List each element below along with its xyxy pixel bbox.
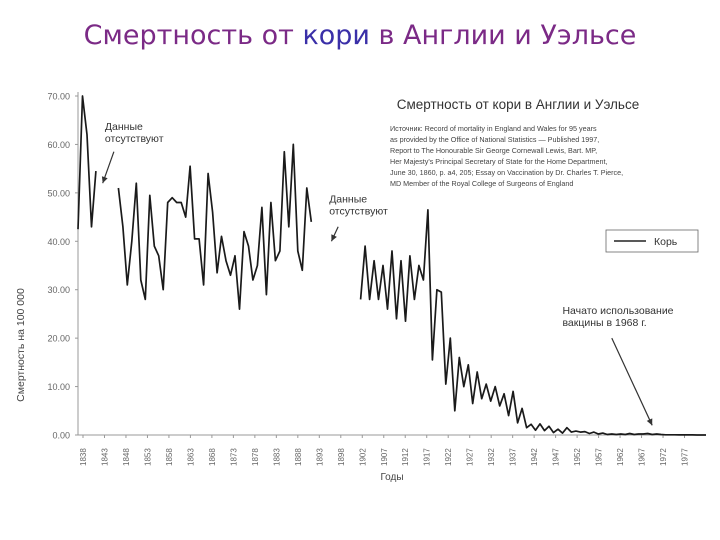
y-tick-label: 70.00 bbox=[47, 92, 70, 102]
measles-mortality-chart: 0.00 10.00 20.00 30.00 40.00 50.00 60.00 70.00 1… bbox=[15, 92, 706, 483]
x-tick-label: 1838 bbox=[79, 448, 88, 466]
x-tick-label: 1907 bbox=[380, 448, 389, 466]
annotation-arrow bbox=[611, 337, 653, 426]
y-tick-label: 50.00 bbox=[47, 188, 70, 198]
x-tick-label: 1868 bbox=[208, 448, 217, 466]
x-tick-label: 1952 bbox=[573, 448, 582, 466]
x-tick-label: 1927 bbox=[466, 448, 475, 466]
x-tick-label: 1922 bbox=[444, 448, 453, 466]
x-tick-label: 1917 bbox=[423, 448, 432, 466]
annotation-label: Начато использование bbox=[562, 305, 673, 317]
annotation-label: Данные bbox=[105, 121, 143, 133]
y-tick-label: 20.00 bbox=[47, 334, 70, 344]
legend-label: Корь bbox=[654, 236, 678, 248]
annotation-arrowhead bbox=[646, 418, 653, 426]
x-tick-label: 1848 bbox=[122, 448, 131, 466]
x-tick-label: 1937 bbox=[509, 448, 518, 466]
x-tick-label: 1967 bbox=[638, 448, 647, 466]
y-tick-label: 30.00 bbox=[47, 285, 70, 295]
source-note-line: Report to The Honourable Sir George Corn… bbox=[390, 146, 597, 155]
x-tick-label: 1873 bbox=[229, 448, 238, 466]
x-tick-label: 1902 bbox=[358, 448, 367, 466]
x-tick-label: 1912 bbox=[401, 448, 410, 466]
x-tick-label: 1853 bbox=[143, 448, 152, 466]
annotation-label: отсутствуют bbox=[329, 206, 388, 218]
x-tick-label: 1957 bbox=[595, 448, 604, 466]
slide-title-part-3: в Англии и Уэльсе bbox=[369, 20, 637, 51]
annotation-label: Данные bbox=[329, 194, 367, 206]
chart-text: Смертность от кори в Англии и Уэльсе Ист… bbox=[15, 97, 639, 483]
x-tick-label: 1878 bbox=[251, 448, 260, 466]
series-line-segment bbox=[117, 143, 313, 310]
x-tick-label: 1942 bbox=[530, 448, 539, 466]
source-note-line: Her Majesty's Principal Secretary of Sta… bbox=[390, 157, 607, 166]
slide-title: Смертность от кори в Англии и Уэльсе bbox=[0, 20, 720, 51]
y-tick-label: 0.00 bbox=[52, 431, 70, 441]
axes: 0.00 10.00 20.00 30.00 40.00 50.00 60.00 70.00 1… bbox=[47, 92, 706, 466]
annotation-label: отсутствуют bbox=[105, 133, 164, 145]
x-tick-label: 1977 bbox=[681, 448, 690, 466]
y-axis-label: Смертность на 100 000 bbox=[15, 288, 27, 402]
x-tick-label: 1888 bbox=[294, 448, 303, 466]
x-tick-label: 1898 bbox=[337, 448, 346, 466]
series-lines bbox=[77, 95, 706, 436]
annotations: ДанныеотсутствуютДанныеотсутствуютНачато… bbox=[101, 121, 674, 426]
chart-title: Смертность от кори в Англии и Уэльсе bbox=[397, 97, 639, 112]
source-note-line: June 30, 1860, p. a4, 205; Essay on Vacc… bbox=[390, 168, 623, 177]
legend-box bbox=[605, 229, 699, 253]
x-tick-label: 1932 bbox=[487, 448, 496, 466]
source-note-line: as provided by the Office of National St… bbox=[390, 135, 599, 144]
legend: Корь bbox=[605, 229, 699, 253]
source-note-line: Источник: Record of mortality in England… bbox=[390, 124, 597, 133]
slide-title-part-2: кори bbox=[302, 20, 370, 51]
annotation-arrowhead bbox=[331, 234, 337, 242]
x-axis-label: Годы bbox=[380, 472, 403, 483]
x-tick-label: 1843 bbox=[100, 448, 109, 466]
x-tick-label: 1883 bbox=[272, 448, 281, 466]
y-tick-label: 40.00 bbox=[47, 237, 70, 247]
source-note-line: MD Member of the Royal College of Surgeo… bbox=[390, 179, 573, 188]
x-tick-label: 1972 bbox=[659, 448, 668, 466]
annotation-label: вакцины в 1968 г. bbox=[562, 317, 646, 329]
x-tick-label: 1947 bbox=[552, 448, 561, 466]
x-tick-label: 1962 bbox=[616, 448, 625, 466]
series-line-segment bbox=[77, 95, 97, 230]
series-line-segment bbox=[359, 208, 706, 436]
x-tick-label: 1863 bbox=[186, 448, 195, 466]
slide-title-part-1: Смертность от bbox=[83, 20, 303, 51]
annotation-arrowhead bbox=[101, 176, 108, 184]
y-tick-label: 10.00 bbox=[47, 382, 70, 392]
y-tick-label: 60.00 bbox=[47, 140, 70, 150]
x-tick-label: 1858 bbox=[165, 448, 174, 466]
x-tick-label: 1893 bbox=[315, 448, 324, 466]
